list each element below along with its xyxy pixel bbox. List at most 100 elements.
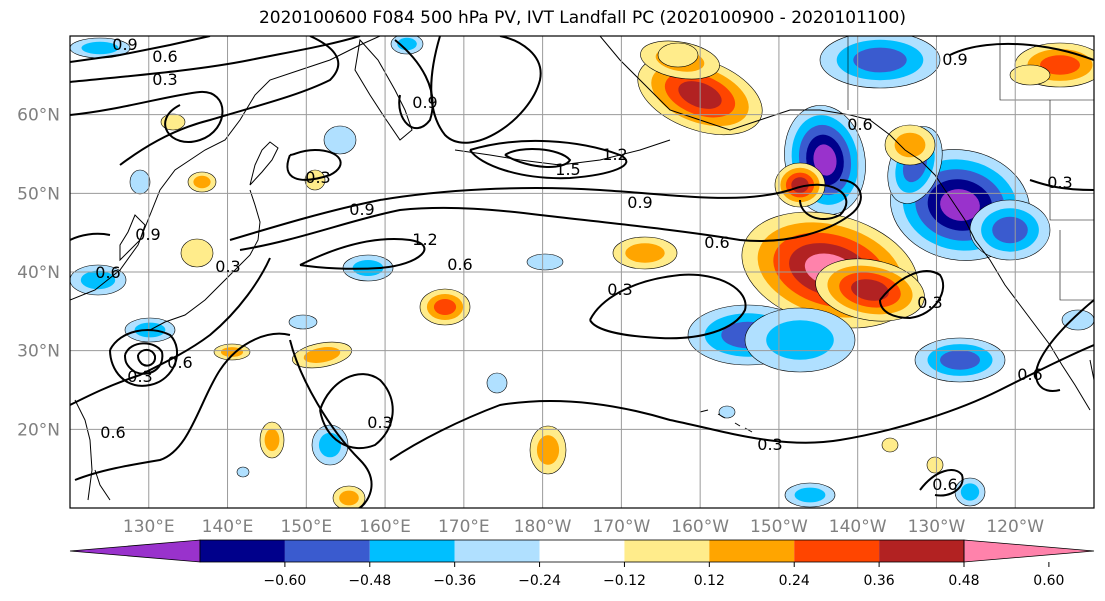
lon-tick-label-0: 130°E (123, 517, 175, 537)
pv-contour-14 (137, 348, 157, 367)
pv-contour-11 (430, 36, 542, 144)
pv-contour-6 (239, 179, 862, 251)
coastline-segment-3 (249, 141, 279, 186)
colorbar-swatch-8 (794, 540, 880, 562)
colorbar-swatch-1 (200, 540, 285, 562)
ivt-pc-patch-36-level-0 (486, 372, 508, 394)
colorbar-swatch-9 (879, 540, 964, 562)
colorbar-swatch-7 (709, 540, 795, 562)
ivt-pc-patch-4-level-2 (992, 216, 1028, 244)
colorbar-tick-label-1: −0.48 (348, 573, 391, 589)
ivt-pc-patch-3-level-2 (853, 47, 907, 73)
contour-label-3: 0.9 (412, 93, 437, 112)
ivt-pc-patch-13-level-1 (625, 243, 665, 263)
contour-label-18: 0.3 (917, 293, 942, 312)
pv-contour-23 (919, 469, 964, 497)
ivt-pc-patch-32-level-1 (80, 270, 116, 290)
ivt-pc-patch-16-level-1 (536, 435, 560, 465)
ivt-pc-patch-31-level-0 (288, 314, 318, 330)
coastline-segment-9 (919, 159, 956, 206)
contour-label-10: 0.6 (847, 115, 872, 134)
ivt-pc-patch-44-level-1 (81, 41, 119, 55)
border-segment-1 (1049, 100, 1094, 221)
colorbar-tick-label-3: −0.24 (518, 573, 561, 589)
ivt-pc-patch-40-level-0 (718, 405, 736, 419)
colorbar-outline (199, 539, 965, 563)
ivt-pc-patch-10-level-2 (1040, 55, 1080, 75)
contour-label-15: 0.9 (135, 225, 160, 244)
ivt-pc-patch-11-level-1 (894, 132, 926, 158)
pv-contour-0 (70, 36, 211, 63)
lon-tick-label-1: 140°E (202, 517, 254, 537)
contour-label-14: 0.6 (95, 263, 120, 282)
contour-label-22: 0.6 (932, 475, 957, 494)
ivt-pc-patch-28-level-2 (940, 350, 980, 370)
gridline-layer (70, 36, 1094, 508)
colorbar-tick-label-8: 0.48 (948, 573, 979, 589)
pv-contour-7 (299, 238, 426, 270)
pv-contour-26 (70, 232, 111, 241)
pv-contour-16 (74, 332, 291, 481)
pv-contour-5 (229, 183, 848, 241)
colorbar-tick-label-6: 0.24 (779, 573, 810, 589)
lon-tick-label-9: 140°W (829, 517, 887, 537)
lon-tick-label-8: 150°W (750, 517, 808, 537)
pv-contour-4 (286, 148, 342, 181)
map-frame (69, 35, 1095, 509)
coastline-segment-5 (74, 399, 93, 501)
pv-contour-2 (70, 90, 224, 143)
ivt-pc-patch-20-level-0 (180, 238, 214, 268)
pv-contour-3 (119, 36, 340, 166)
colorbar-swatch-2 (284, 540, 370, 562)
ivt-pc-patch-34-level-0 (323, 125, 357, 155)
coastline-segment-13 (717, 413, 726, 419)
pv-contour-20 (589, 273, 747, 340)
ivt-pc-patch-18-level-1 (193, 175, 211, 189)
contour-label-9: 0.3 (607, 280, 632, 299)
ivt-pc-patch-15-level-1 (264, 428, 280, 452)
ivt-pc-patch-41-level-0 (236, 466, 250, 478)
colorbar-tick-label-9: 0.60 (1033, 573, 1064, 589)
contour-label-7: 0.9 (349, 200, 374, 219)
lon-tick-label-7: 160°W (671, 517, 729, 537)
contour-label-8: 0.6 (704, 233, 729, 252)
contour-label-6: 1.2 (602, 145, 627, 164)
colorbar-extend-max (963, 539, 1095, 563)
lon-tick-label-10: 130°W (908, 517, 966, 537)
ivt-pc-patch-33-level-0 (129, 169, 151, 195)
ivt-pc-patch-25-level-0 (1009, 64, 1051, 86)
colorbar-swatch-6 (624, 540, 710, 562)
lat-tick-label-4: 60°N (17, 106, 60, 126)
contour-label-21: 0.3 (367, 413, 392, 432)
contour-label-2: 0.3 (152, 70, 177, 89)
colorbar: −0.60 −0.48 −0.36 −0.24 −0.12 0.12 0.24 0.36 0.4… (69, 539, 1095, 589)
contour-label-16: 0.6 (167, 353, 192, 372)
contour-label-0: 0.9 (112, 35, 137, 54)
colorbar-tick-label-2: −0.36 (433, 573, 476, 589)
border-segment-0 (999, 36, 1094, 101)
lon-tick-label-4: 170°E (438, 517, 490, 537)
ivt-pc-patch-12-level-2 (433, 299, 457, 315)
pv-contour-24 (949, 42, 1094, 61)
ivt-pc-patch-6-level-3 (851, 279, 889, 301)
colorbar-extend-min (69, 539, 201, 563)
pv-contour-15 (70, 257, 271, 406)
colorbar-tick-label-5: 0.12 (694, 573, 725, 589)
pv-contour-17 (289, 339, 373, 508)
pv-contour-22 (1035, 299, 1094, 392)
coastline-segment-6 (94, 469, 111, 501)
coastline-segment-15 (744, 427, 753, 433)
colorbar-swatch-3 (369, 540, 455, 562)
coastline-segment-1 (119, 214, 146, 262)
contour-label-1: 0.6 (152, 47, 177, 66)
coastline-segment-0 (70, 36, 381, 301)
lon-tick-label-5: 180°W (514, 517, 572, 537)
chart-title: 2020100600 F084 500 hPa PV, IVT Landfall… (258, 8, 906, 28)
coastline-segment-4 (354, 38, 413, 141)
ivt-pc-patch-43-level-0 (926, 456, 944, 474)
contour-label-20: 0.3 (757, 435, 782, 454)
coastline-segment-11 (1089, 359, 1094, 381)
colorbar-tick-label-4: −0.12 (603, 573, 646, 589)
ivt-pc-patch-23-level-0 (881, 437, 899, 453)
